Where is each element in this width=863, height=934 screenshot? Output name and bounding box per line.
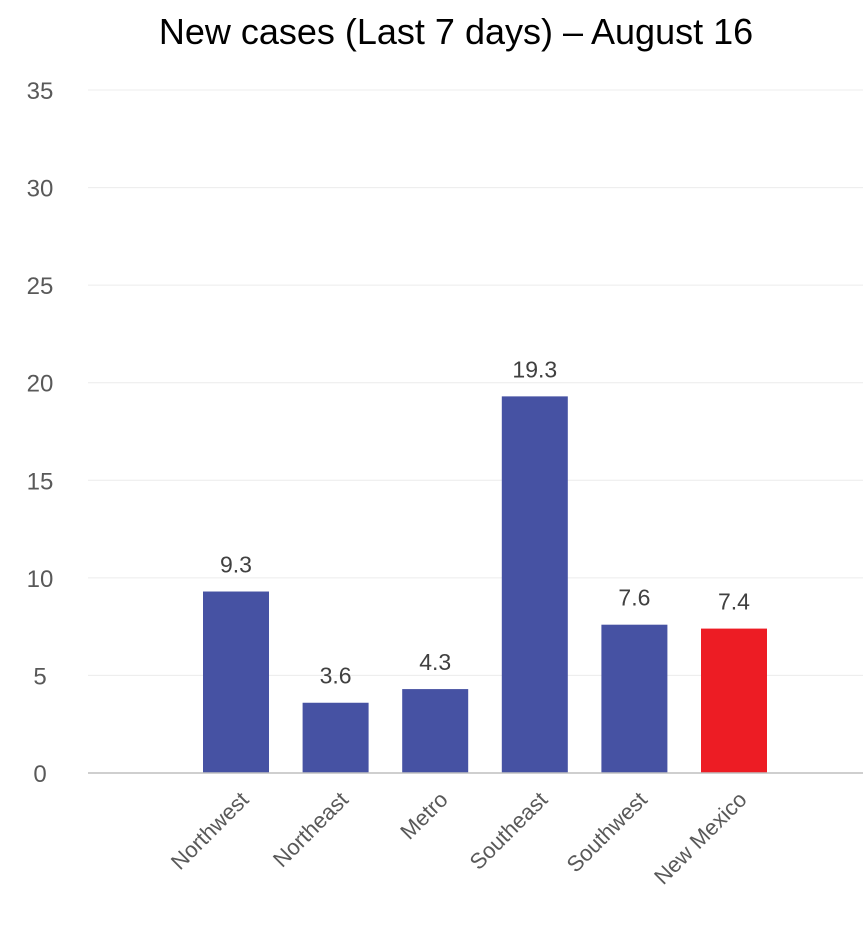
x-tick-label: Northeast (268, 787, 353, 872)
y-tick-label: 25 (27, 273, 54, 300)
y-tick-label: 15 (27, 468, 54, 495)
y-tick-label: 30 (27, 176, 54, 203)
bar (501, 396, 568, 773)
x-tick-label: Metro (395, 787, 452, 844)
data-label: 7.4 (718, 589, 750, 615)
x-axis-ticks: Northwest Northeast Metro Southeast Southwes… (166, 787, 752, 889)
bar (701, 628, 767, 773)
y-tick-label: 5 (33, 663, 46, 690)
y-tick-label: 10 (27, 566, 54, 593)
data-label: 9.3 (220, 552, 252, 578)
data-label: 7.6 (618, 585, 650, 611)
y-tick-label: 20 (27, 371, 54, 398)
data-label: 3.6 (320, 663, 352, 689)
bar (203, 591, 269, 773)
x-tick-label: Northwest (166, 787, 254, 875)
y-axis-ticks: 0 5 10 15 20 25 30 35 (27, 78, 54, 788)
data-label: 4.3 (419, 649, 451, 675)
bar (601, 624, 668, 773)
data-label: 19.3 (512, 356, 557, 382)
y-tick-label: 0 (33, 761, 46, 788)
y-tick-label: 35 (27, 78, 54, 105)
bars (203, 396, 767, 773)
bar (302, 702, 369, 773)
data-labels: 9.3 3.6 4.3 19.3 7.6 7.4 (220, 356, 750, 688)
chart-title: New cases (Last 7 days) – August 16 (159, 11, 753, 52)
bar (402, 689, 469, 773)
x-tick-label: Southeast (465, 787, 553, 875)
gridlines (88, 89, 863, 676)
x-tick-label: Southwest (562, 787, 652, 877)
x-tick-label: New Mexico (649, 787, 751, 889)
